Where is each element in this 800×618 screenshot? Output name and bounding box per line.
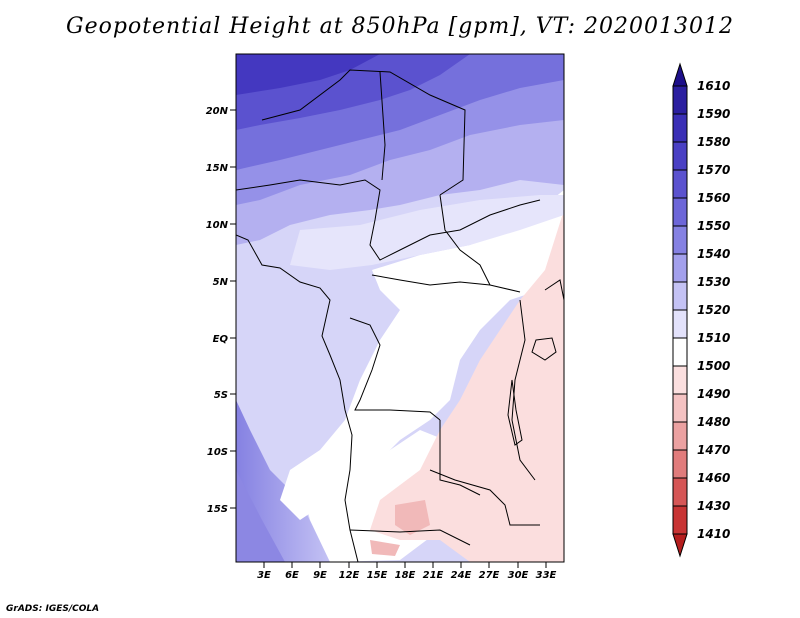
colorbar-label: 1470 bbox=[697, 443, 730, 457]
axis-ticks bbox=[230, 109, 547, 568]
colorbar-label: 1590 bbox=[697, 107, 730, 121]
colorbar-box bbox=[672, 449, 688, 479]
lon-label: 33E bbox=[536, 570, 557, 581]
border-north-1 bbox=[261, 69, 466, 196]
lake-tanganyika bbox=[507, 379, 523, 446]
lat-label: 15N bbox=[206, 163, 229, 174]
geopotential-field bbox=[236, 54, 564, 562]
field-north-1520 bbox=[290, 195, 564, 270]
colorbar-label: 1410 bbox=[697, 527, 730, 541]
colorbar-label: 1540 bbox=[697, 247, 730, 261]
lat-label: 10S bbox=[207, 447, 228, 458]
colorbar-box bbox=[672, 421, 688, 451]
colorbar-box bbox=[672, 113, 688, 143]
lat-label: EQ bbox=[213, 334, 229, 345]
lon-label: 24E bbox=[451, 570, 472, 581]
colorbar-box bbox=[672, 505, 688, 535]
border-zambia bbox=[429, 469, 540, 526]
lat-label: 5N bbox=[213, 277, 229, 288]
colorbar-box bbox=[672, 141, 688, 171]
border-angola bbox=[439, 420, 481, 496]
longitude-labels: 3E 6E 9E 12E 15E 18E 21E 24E 27E 30E 33E bbox=[257, 570, 556, 581]
colorbar-label: 1520 bbox=[697, 303, 730, 317]
colorbar-label: 1430 bbox=[697, 499, 730, 513]
lon-label: 3E bbox=[257, 570, 271, 581]
field-east-1500 bbox=[370, 210, 564, 562]
colorbar-arrow-top bbox=[672, 62, 688, 87]
colorbar-label: 1500 bbox=[697, 359, 730, 373]
grads-credit: GrADS: IGES/COLA bbox=[6, 604, 100, 614]
lat-label: 20N bbox=[206, 106, 229, 117]
map-frame bbox=[235, 53, 565, 563]
border-drc-west bbox=[349, 317, 441, 421]
lake-victoria bbox=[531, 337, 557, 361]
colorbar-box bbox=[672, 393, 688, 423]
lon-label: 30E bbox=[508, 570, 529, 581]
colorbar-box bbox=[672, 477, 688, 507]
colorbar-label: 1610 bbox=[697, 79, 730, 93]
colorbar-box bbox=[672, 253, 688, 283]
colorbar: 1610 1590 1580 1570 1560 1550 1540 1530 1520 1510… bbox=[672, 62, 730, 558]
coastline-west-africa bbox=[236, 234, 359, 562]
field-east-1490b bbox=[370, 540, 400, 556]
colorbar-label: 1490 bbox=[697, 387, 730, 401]
field-north-1570 bbox=[236, 54, 380, 95]
border-chad-sudan bbox=[439, 194, 491, 286]
colorbar-box bbox=[672, 309, 688, 339]
lon-label: 6E bbox=[285, 570, 299, 581]
colorbar-label: 1460 bbox=[697, 471, 730, 485]
field-southwest-deep bbox=[236, 470, 285, 562]
lon-label: 9E bbox=[313, 570, 327, 581]
colorbar-box bbox=[672, 169, 688, 199]
colorbar-box bbox=[672, 337, 688, 367]
colorbar-box bbox=[672, 365, 688, 395]
border-east-lakes bbox=[511, 299, 536, 481]
field-center-1510 bbox=[280, 190, 564, 520]
colorbar-label: 1510 bbox=[697, 331, 730, 345]
lat-label: 5S bbox=[214, 390, 228, 401]
field-east-1490 bbox=[395, 500, 430, 535]
colorbar-box bbox=[672, 85, 688, 115]
lon-label: 18E bbox=[395, 570, 416, 581]
lon-label: 27E bbox=[479, 570, 500, 581]
colorbar-label: 1530 bbox=[697, 275, 730, 289]
lon-label: 12E bbox=[339, 570, 360, 581]
colorbar-box bbox=[672, 225, 688, 255]
colorbar-label: 1560 bbox=[697, 191, 730, 205]
border-car-drc bbox=[371, 274, 521, 293]
lon-label: 15E bbox=[367, 570, 388, 581]
border-namibia bbox=[349, 529, 471, 546]
lon-label: 21E bbox=[423, 570, 444, 581]
border-kenya bbox=[544, 279, 564, 301]
lat-label: 15S bbox=[207, 504, 228, 515]
colorbar-label: 1550 bbox=[697, 219, 730, 233]
border-north-2 bbox=[379, 71, 386, 181]
country-borders bbox=[236, 69, 564, 562]
map-title: Geopotential Height at 850hPa [gpm], VT:… bbox=[66, 14, 734, 39]
colorbar-box bbox=[672, 197, 688, 227]
colorbar-arrow-bottom bbox=[672, 533, 688, 558]
colorbar-label: 1480 bbox=[697, 415, 730, 429]
latitude-labels: 20N 15N 10N 5N EQ 5S 10S 15S bbox=[206, 106, 229, 515]
colorbar-label: 1580 bbox=[697, 135, 730, 149]
border-sahel bbox=[236, 179, 541, 261]
lat-label: 10N bbox=[206, 220, 229, 231]
colorbar-label: 1570 bbox=[697, 163, 730, 177]
colorbar-box bbox=[672, 281, 688, 311]
